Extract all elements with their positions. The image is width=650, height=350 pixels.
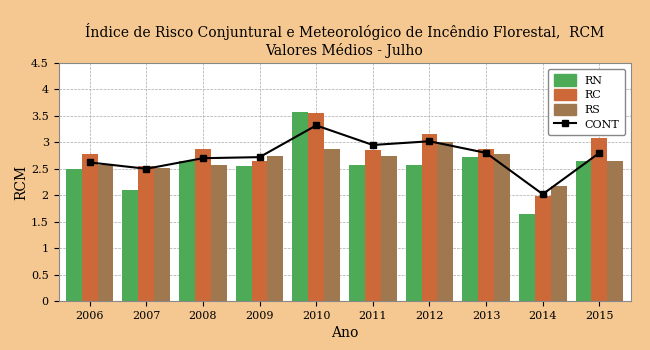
Bar [268,155,283,301]
Bar [437,142,453,301]
Bar [98,164,114,301]
Legend: RN, RC, RS, CONT: RN, RC, RS, CONT [548,69,625,135]
Title: Índice de Risco Conjuntural e Meteorológico de Incêndio Florestal,  RCM
Valores : Índice de Risco Conjuntural e Meteorológ… [85,23,604,58]
Bar [308,113,324,301]
Bar [179,161,195,301]
Bar [82,154,98,301]
Bar [138,166,154,301]
Bar [66,169,82,301]
Line: CONT: CONT [87,122,602,197]
Bar [292,112,308,301]
Bar [462,157,478,301]
Bar [211,164,227,301]
Bar [381,155,396,301]
Y-axis label: RCM: RCM [14,164,28,200]
Bar [535,196,551,301]
CONT [199,156,207,160]
Bar [478,149,494,301]
CONT [426,139,434,144]
CONT [369,143,377,147]
CONT [539,192,547,196]
Bar [494,154,510,301]
Bar [252,161,268,301]
Bar [519,214,535,301]
Bar [421,134,437,301]
Bar [575,161,592,301]
Bar [154,168,170,301]
CONT [482,151,490,155]
CONT [86,160,94,164]
CONT [255,155,263,159]
Bar [551,186,567,301]
Bar [236,166,252,301]
Bar [195,149,211,301]
CONT [142,167,150,171]
Bar [324,149,340,301]
Bar [365,150,381,301]
CONT [595,151,603,155]
Bar [406,164,421,301]
Bar [607,161,623,301]
X-axis label: Ano: Ano [331,326,358,340]
Bar [349,164,365,301]
Bar [592,138,607,301]
Bar [122,190,138,301]
CONT [312,123,320,127]
